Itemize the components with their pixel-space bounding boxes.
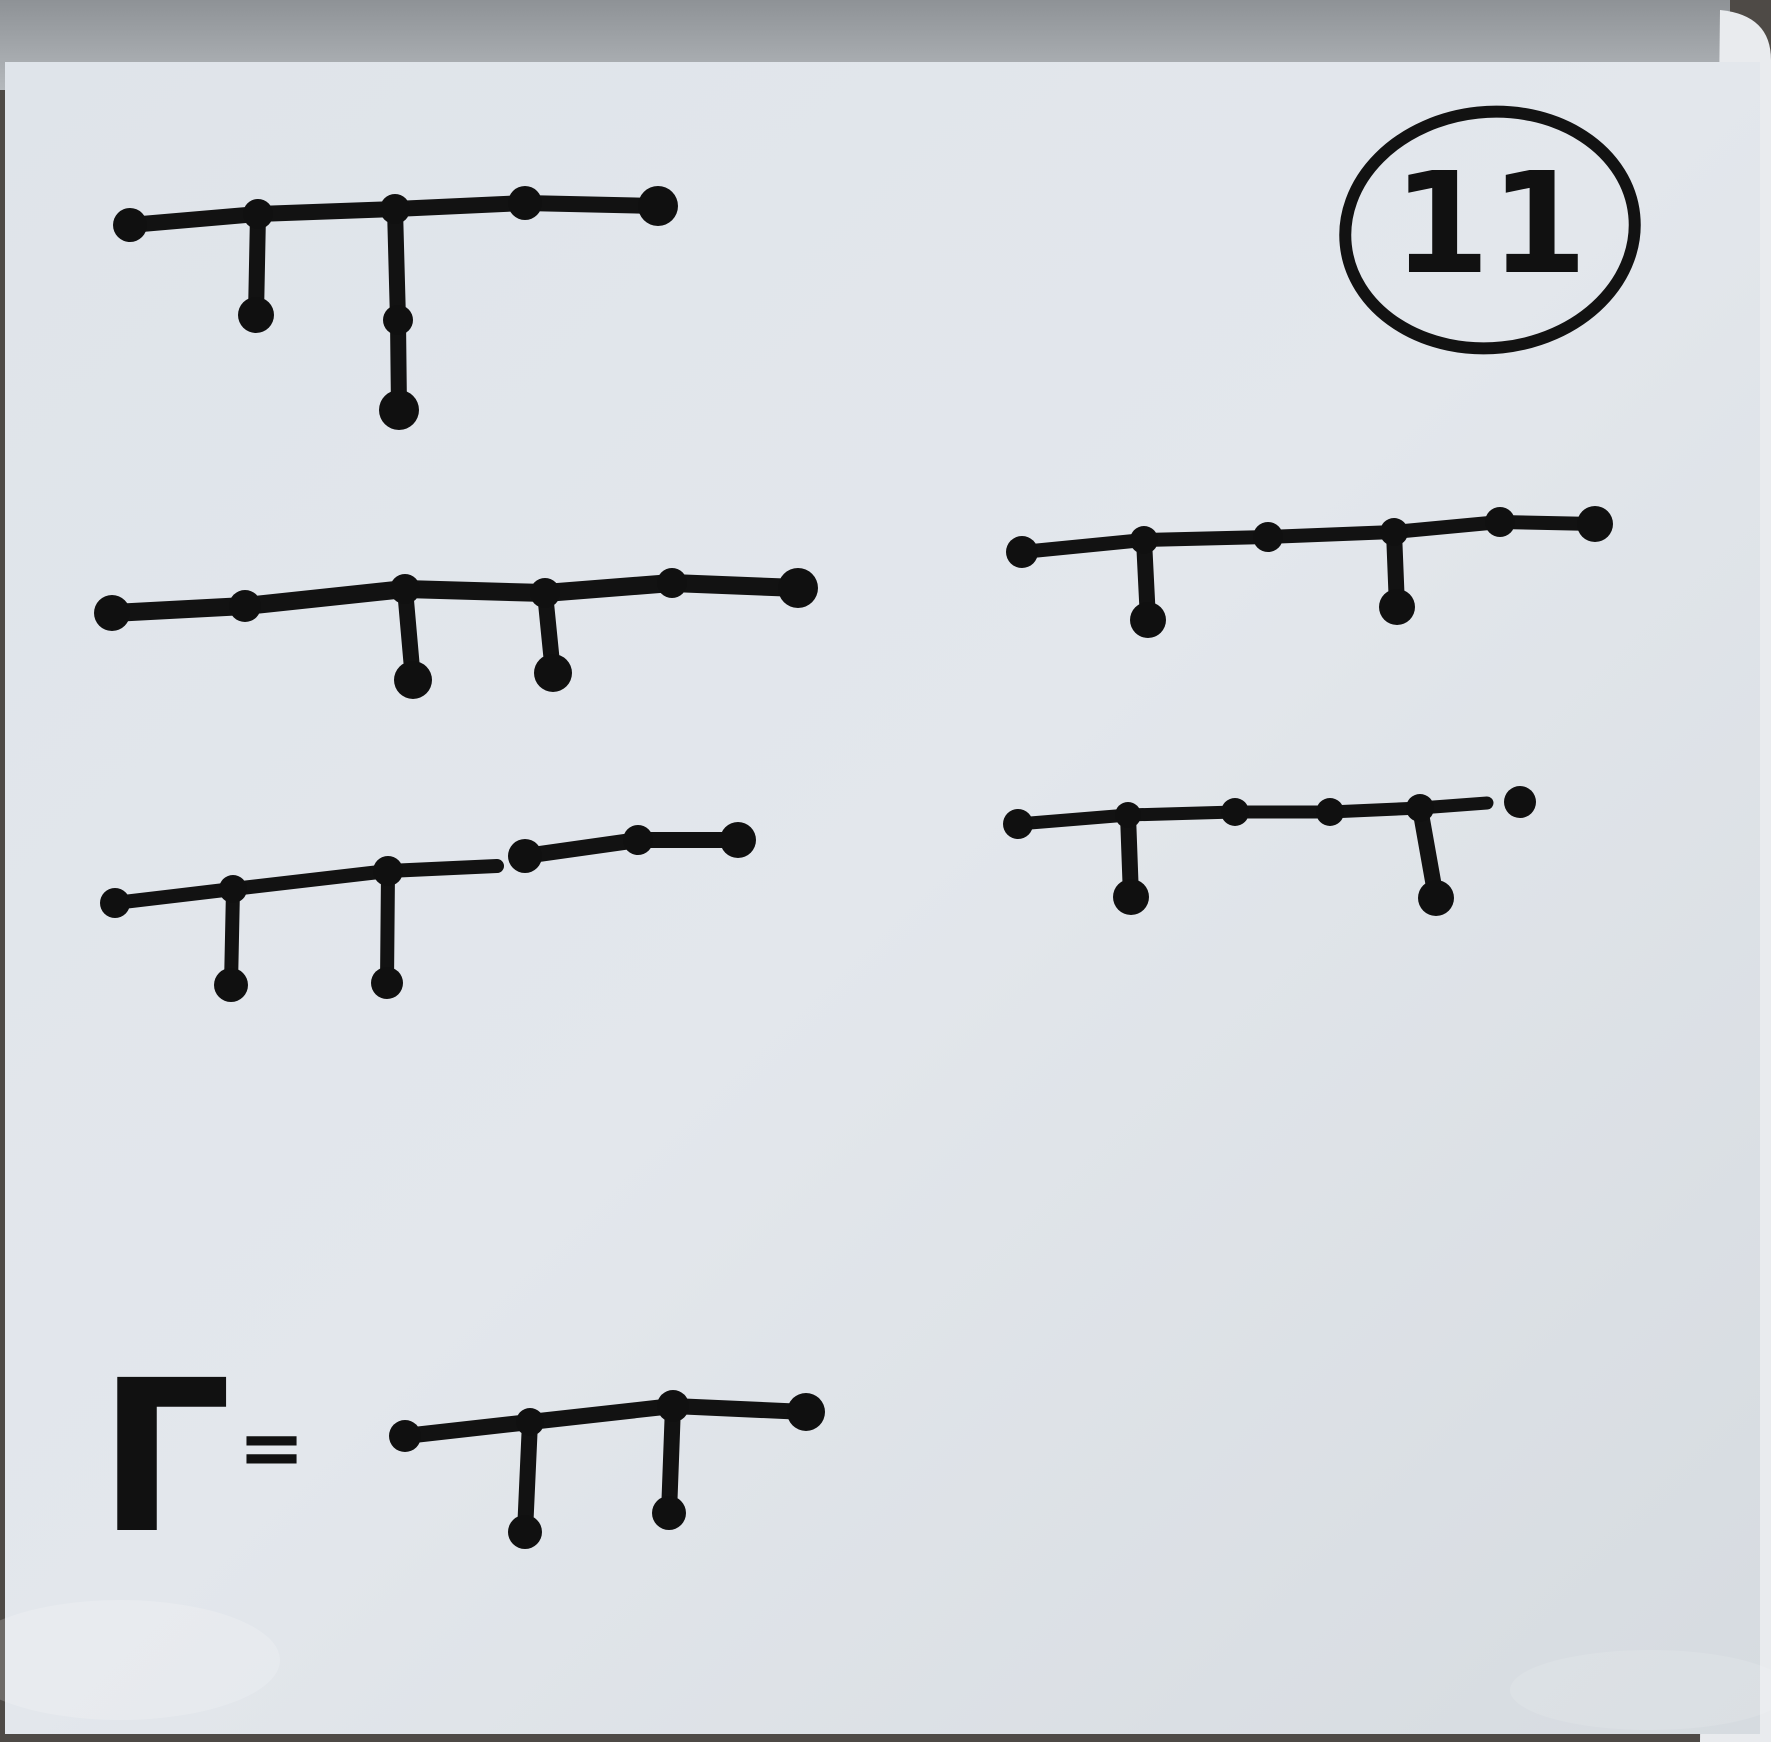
tree-middle-left [94,568,818,699]
node [508,839,542,873]
node [787,1393,825,1431]
spine-edge [108,859,504,910]
node [100,888,130,918]
node [394,661,432,699]
node [389,1420,421,1452]
node [229,590,261,622]
branch-edge [661,1398,681,1521]
node [243,199,273,229]
node [1003,809,1033,839]
node [1504,786,1536,818]
node [657,568,687,598]
node [373,856,403,886]
node [657,1390,689,1422]
branch-edge [517,1414,538,1540]
node [1485,507,1515,537]
node [1379,589,1415,625]
gamma-symbol: Γ [98,1335,232,1580]
node [383,305,413,335]
branch-edge [380,864,395,990]
node [1006,536,1038,568]
node [238,297,274,333]
node [1130,602,1166,638]
tree-top-left [113,186,678,430]
gamma-tree [389,1390,825,1549]
node [1221,798,1249,826]
tree-lower-left [100,822,756,1002]
node [1130,526,1158,554]
node [219,875,247,903]
node [1406,794,1434,822]
node [1577,506,1613,542]
circled-number-label: 11 [1339,105,1641,355]
node [534,654,572,692]
node [508,1515,542,1549]
node [530,578,560,608]
whiteboard [5,62,1760,1734]
spine-edge [103,574,807,622]
tree-middle-right [1006,506,1613,638]
node [371,967,403,999]
node [380,194,410,224]
label-circle [1339,105,1641,355]
node [1316,798,1344,826]
spine-edge [397,1398,814,1444]
glare [1510,1650,1771,1730]
node [1418,880,1454,916]
node [623,825,653,855]
spine-edge [1015,515,1602,559]
node [1113,879,1149,915]
node [516,1408,544,1436]
node [652,1496,686,1530]
glare [0,1600,280,1720]
node [1115,802,1141,828]
tree-lower-right [1003,786,1536,916]
node [94,595,130,631]
node [214,968,248,1002]
node [720,822,756,858]
gamma-equation: Γ = [98,1335,305,1580]
label-text: 11 [1393,143,1588,306]
node [638,186,678,226]
node [379,390,419,430]
equals-sign: = [238,1401,305,1494]
node [508,186,542,220]
node [1253,522,1283,552]
node [390,574,420,604]
node [113,208,147,242]
node [1380,518,1408,546]
node [778,568,818,608]
